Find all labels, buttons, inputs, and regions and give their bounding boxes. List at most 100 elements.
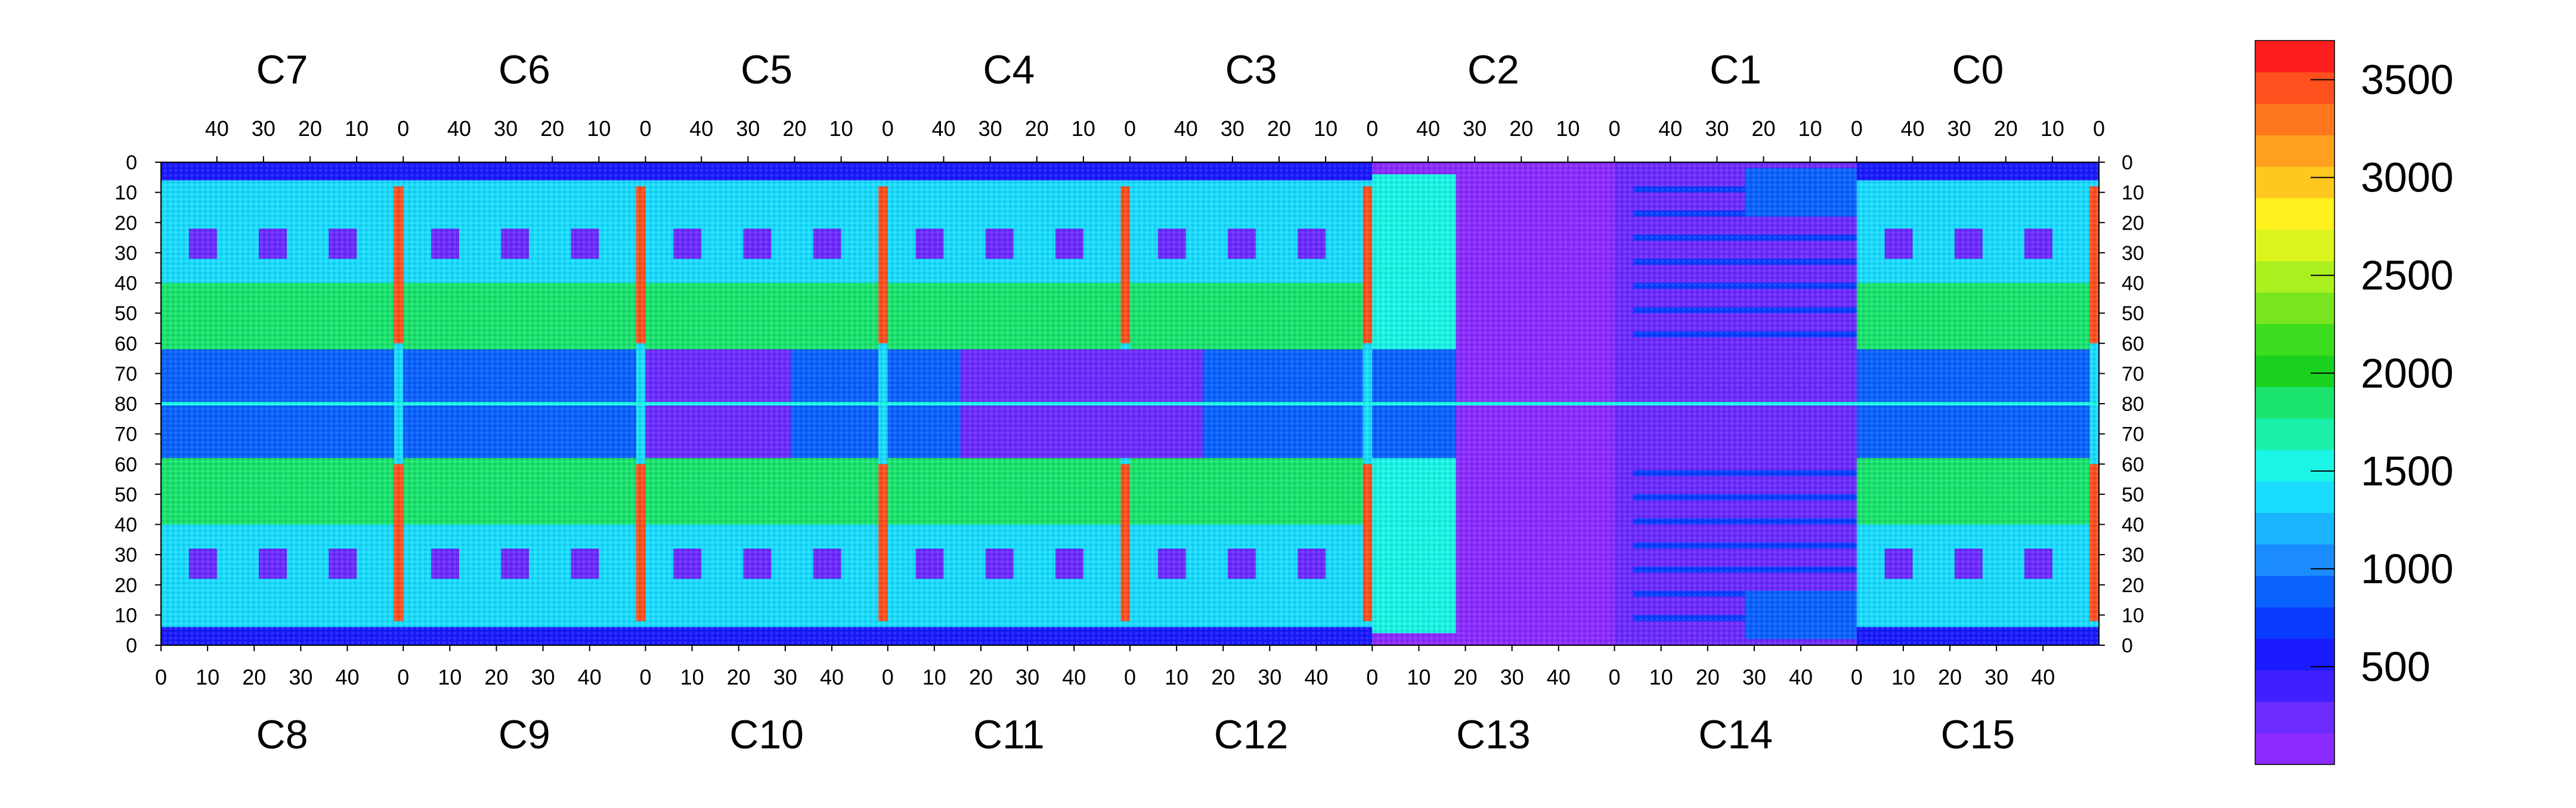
x-tick-bottom: 0 [397, 665, 409, 689]
y-tick-left: 10 [114, 604, 137, 627]
colorbar-segment [2255, 701, 2334, 733]
x-tick-bottom: 10 [1407, 665, 1431, 689]
x-tick-top: 30 [1948, 116, 1971, 141]
chip-label-bottom: C10 [729, 712, 804, 757]
colorbar-tick-label: 500 [2361, 643, 2431, 690]
y-tick-left: 40 [114, 514, 137, 537]
x-tick-bottom: 10 [680, 665, 704, 689]
y-tick-right: 20 [2122, 574, 2144, 597]
x-tick-top: 30 [979, 116, 1002, 141]
y-tick-right: 50 [2122, 302, 2144, 325]
y-tick-left: 70 [114, 363, 137, 385]
x-tick-top: 20 [1267, 116, 1291, 141]
x-tick-bottom: 10 [438, 665, 462, 689]
x-tick-top: 20 [1025, 116, 1049, 141]
x-tick-top: 0 [2093, 116, 2105, 141]
y-tick-left: 0 [126, 151, 137, 174]
colorbar-tick-label: 1000 [2361, 546, 2454, 592]
x-tick-top: 20 [540, 116, 564, 141]
x-tick-bottom: 0 [1851, 665, 1863, 689]
y-tick-right: 30 [2122, 544, 2144, 566]
colorbar-segment [2255, 607, 2334, 639]
x-tick-bottom: 40 [1062, 665, 1086, 689]
y-tick-right: 60 [2122, 333, 2144, 355]
x-tick-top: 30 [494, 116, 518, 141]
y-tick-left: 60 [114, 333, 137, 355]
x-tick-bottom: 20 [242, 665, 266, 689]
x-tick-bottom: 30 [1742, 665, 1766, 689]
plot-area [160, 162, 2100, 646]
x-tick-top: 0 [1851, 116, 1863, 141]
y-tick-right: 20 [2122, 212, 2144, 234]
x-tick-bottom: 10 [196, 665, 219, 689]
x-tick-top: 0 [1366, 116, 1378, 141]
colorbar-segment [2255, 418, 2334, 450]
chip-label-top: C4 [983, 47, 1035, 92]
x-tick-bottom: 40 [2031, 665, 2055, 689]
colorbar-segment [2255, 229, 2334, 261]
y-tick-left: 30 [114, 544, 137, 566]
y-tick-right: 70 [2122, 423, 2144, 446]
chip-label-top: C5 [741, 47, 792, 92]
chip-label-top: C0 [1952, 47, 2004, 92]
chip-label-top: C1 [1710, 47, 1761, 92]
x-tick-top: 20 [298, 116, 322, 141]
colorbar-segment [2255, 450, 2334, 482]
x-tick-bottom: 30 [1984, 665, 2008, 689]
x-tick-top: 10 [1798, 116, 1822, 141]
y-tick-right: 60 [2122, 453, 2144, 476]
x-tick-top: 0 [1124, 116, 1136, 141]
x-tick-top: 40 [1900, 116, 1924, 141]
y-tick-left: 20 [114, 212, 137, 234]
x-tick-bottom: 30 [1015, 665, 1039, 689]
x-tick-bottom: 10 [1165, 665, 1188, 689]
x-tick-bottom: 30 [289, 665, 312, 689]
y-tick-right: 0 [2122, 634, 2133, 657]
x-tick-bottom: 10 [922, 665, 946, 689]
y-tick-right: 30 [2122, 242, 2144, 265]
colorbar-segment [2255, 575, 2334, 608]
x-tick-bottom: 30 [1258, 665, 1281, 689]
y-tick-left: 70 [114, 423, 137, 446]
y-tick-right: 70 [2122, 363, 2144, 385]
chip-label-bottom: C9 [499, 712, 550, 757]
y-tick-left: 50 [114, 484, 137, 506]
colorbar-tick-label: 1500 [2361, 448, 2454, 494]
x-tick-bottom: 20 [1453, 665, 1477, 689]
y-tick-left: 30 [114, 242, 137, 265]
x-tick-top: 10 [587, 116, 611, 141]
y-tick-right: 80 [2122, 393, 2144, 416]
x-tick-bottom: 20 [1211, 665, 1235, 689]
colorbar-segment [2255, 135, 2334, 167]
x-tick-bottom: 10 [1649, 665, 1673, 689]
x-tick-top: 10 [1072, 116, 1095, 141]
x-tick-top: 30 [1221, 116, 1244, 141]
x-tick-top: 40 [1174, 116, 1198, 141]
y-tick-right: 0 [2122, 151, 2133, 174]
y-tick-right: 10 [2122, 182, 2144, 205]
x-tick-bottom: 0 [1608, 665, 1620, 689]
y-tick-right: 40 [2122, 514, 2144, 537]
colorbar-segment [2255, 166, 2334, 199]
x-tick-top: 40 [1416, 116, 1440, 141]
x-tick-bottom: 0 [1124, 665, 1136, 689]
colorbar-segment [2255, 512, 2334, 545]
x-tick-bottom: 20 [484, 665, 508, 689]
x-tick-bottom: 30 [773, 665, 797, 689]
x-tick-top: 40 [931, 116, 955, 141]
y-tick-left: 50 [114, 302, 137, 325]
colorbar-tick-label: 2000 [2361, 350, 2454, 397]
x-tick-top: 10 [1556, 116, 1580, 141]
y-tick-right: 50 [2122, 484, 2144, 506]
x-tick-top: 20 [782, 116, 806, 141]
chip-label-bottom: C12 [1214, 712, 1289, 757]
colorbar-segment [2255, 197, 2334, 230]
x-tick-top: 20 [1509, 116, 1533, 141]
x-tick-top: 10 [1314, 116, 1337, 141]
y-tick-left: 40 [114, 273, 137, 295]
colorbar-segment [2255, 41, 2334, 73]
chip-label-top: C6 [499, 47, 550, 92]
x-tick-bottom: 20 [969, 665, 993, 689]
y-tick-right: 40 [2122, 273, 2144, 295]
